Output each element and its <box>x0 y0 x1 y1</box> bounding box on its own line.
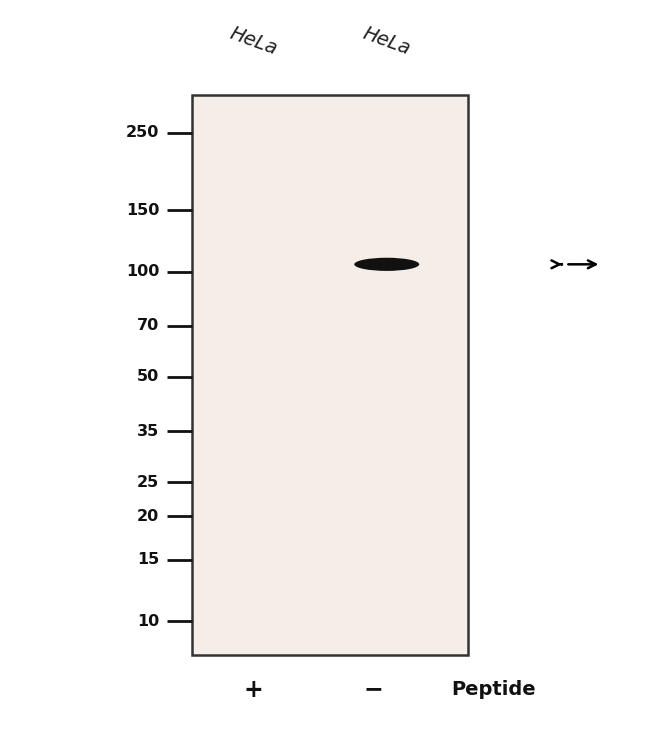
Text: 50: 50 <box>137 370 159 384</box>
Ellipse shape <box>354 258 419 271</box>
Text: HeLa: HeLa <box>360 23 413 59</box>
Text: 250: 250 <box>126 125 159 140</box>
Text: 70: 70 <box>137 318 159 333</box>
Text: Peptide: Peptide <box>452 680 536 699</box>
Bar <box>192 95 468 655</box>
Text: 150: 150 <box>126 203 159 217</box>
Text: HeLa: HeLa <box>227 23 280 59</box>
Text: 25: 25 <box>137 474 159 490</box>
Text: 15: 15 <box>137 552 159 567</box>
Text: −: − <box>364 678 384 701</box>
Text: 20: 20 <box>137 509 159 523</box>
Text: 100: 100 <box>126 264 159 279</box>
Text: +: + <box>244 678 263 701</box>
Text: 35: 35 <box>137 424 159 438</box>
Text: 10: 10 <box>137 613 159 629</box>
